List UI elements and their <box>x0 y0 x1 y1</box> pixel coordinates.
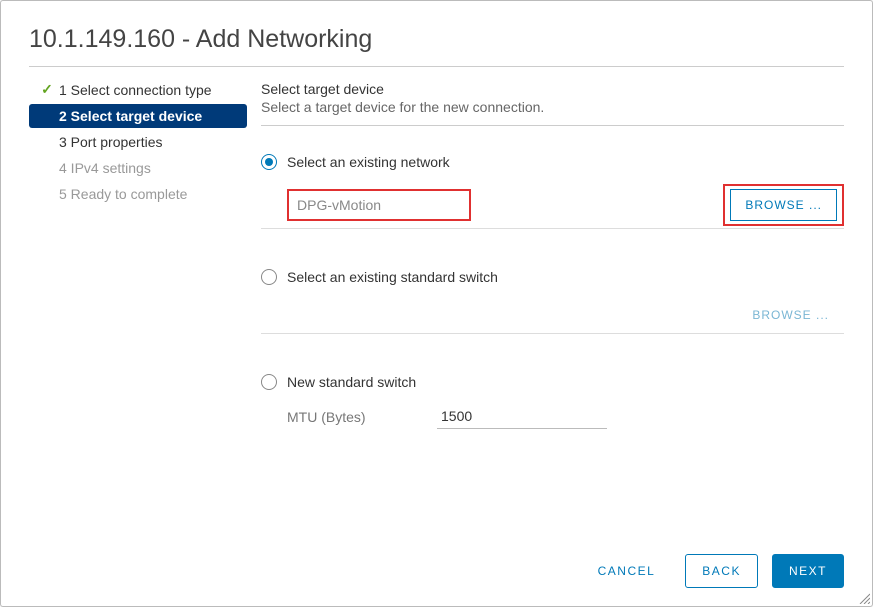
existing-switch-field-row: BROWSE ... <box>261 299 844 334</box>
next-button[interactable]: NEXT <box>772 554 844 588</box>
check-icon: ✓ <box>39 81 55 98</box>
nav-step-ready: 5 Ready to complete <box>29 182 247 206</box>
highlight-box: BROWSE ... <box>723 184 844 226</box>
add-networking-dialog: 10.1.149.160 - Add Networking ✓ 1 Select… <box>0 0 873 607</box>
highlight-box <box>287 189 471 221</box>
dialog-body: ✓ 1 Select connection type 2 Select targ… <box>1 67 872 429</box>
radio-label: New standard switch <box>287 374 416 390</box>
radio-icon[interactable] <box>261 154 277 170</box>
option-existing-network[interactable]: Select an existing network <box>261 154 844 170</box>
step-heading: Select target device <box>261 81 844 97</box>
option-existing-switch[interactable]: Select an existing standard switch <box>261 269 844 285</box>
existing-network-input[interactable] <box>289 191 469 219</box>
nav-step-label: 1 Select connection type <box>59 82 212 98</box>
step-subheading: Select a target device for the new conne… <box>261 99 844 115</box>
radio-label: Select an existing network <box>287 154 450 170</box>
wizard-nav: ✓ 1 Select connection type 2 Select targ… <box>29 77 247 429</box>
dialog-footer: CANCEL BACK NEXT <box>582 554 844 588</box>
nav-step-ipv4: 4 IPv4 settings <box>29 156 247 180</box>
nav-step-connection-type[interactable]: ✓ 1 Select connection type <box>29 77 247 102</box>
content-divider <box>261 125 844 126</box>
back-button[interactable]: BACK <box>685 554 758 588</box>
cancel-button[interactable]: CANCEL <box>582 555 672 587</box>
radio-icon[interactable] <box>261 374 277 390</box>
option-new-switch[interactable]: New standard switch <box>261 374 844 390</box>
resize-grip-icon[interactable] <box>858 592 870 604</box>
nav-step-label: 3 Port properties <box>59 134 163 150</box>
wizard-content: Select target device Select a target dev… <box>247 77 844 429</box>
radio-label: Select an existing standard switch <box>287 269 498 285</box>
nav-step-label: 5 Ready to complete <box>59 186 187 202</box>
nav-step-label: 4 IPv4 settings <box>59 160 151 176</box>
nav-step-port-properties[interactable]: 3 Port properties <box>29 130 247 154</box>
radio-icon[interactable] <box>261 269 277 285</box>
existing-network-field-row: BROWSE ... <box>261 184 844 229</box>
browse-switch-button: BROWSE ... <box>737 299 844 331</box>
browse-network-button[interactable]: BROWSE ... <box>730 189 837 221</box>
mtu-row: MTU (Bytes) <box>261 404 844 429</box>
dialog-title: 10.1.149.160 - Add Networking <box>1 1 872 66</box>
nav-step-target-device[interactable]: 2 Select target device <box>29 104 247 128</box>
mtu-input[interactable] <box>437 404 607 429</box>
mtu-label: MTU (Bytes) <box>287 409 437 425</box>
nav-step-label: 2 Select target device <box>59 108 202 124</box>
